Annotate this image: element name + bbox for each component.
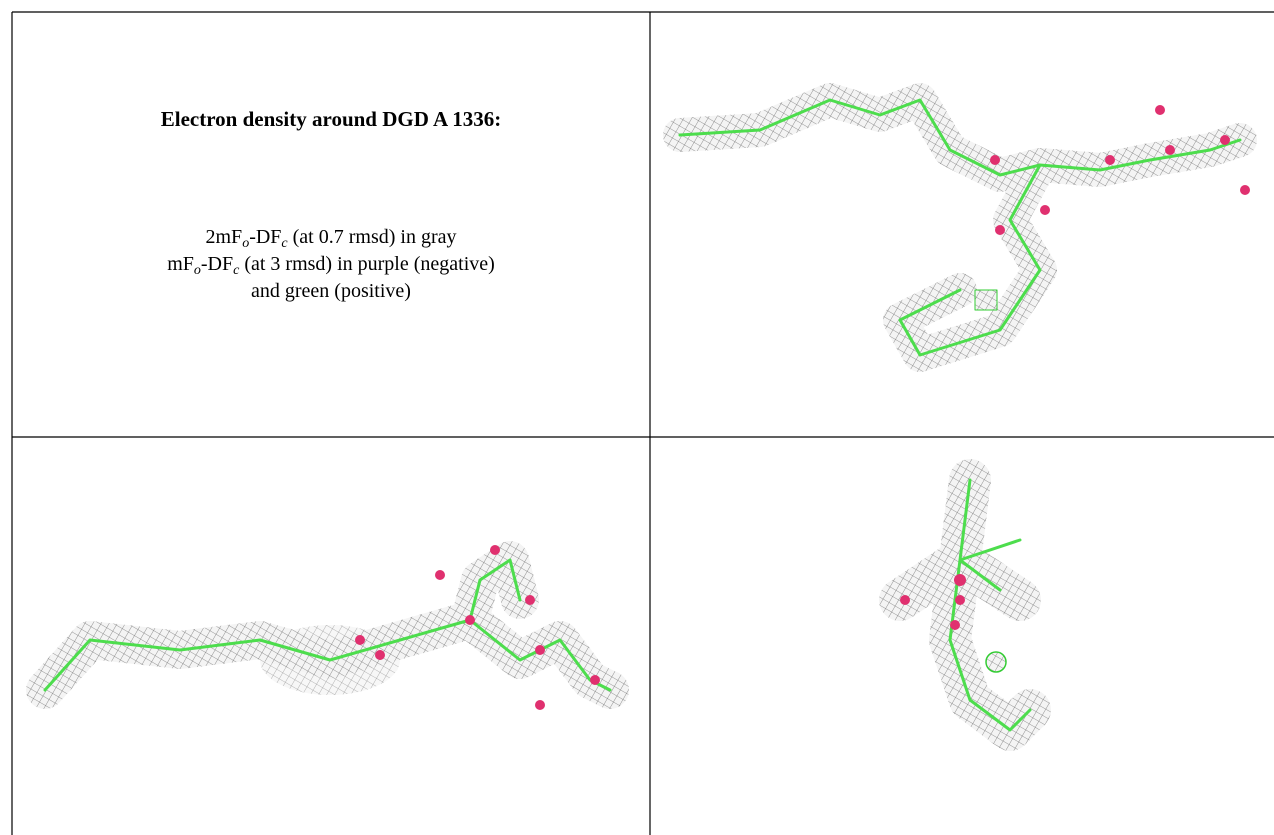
caption-text: -DF — [249, 226, 281, 248]
caption-text: 2mF — [206, 226, 243, 248]
caption-text: (at 3 rmsd) in purple (negative) — [239, 253, 494, 275]
subscript: o — [194, 263, 201, 278]
caption-text: and green (positive) — [251, 280, 411, 302]
density-view-1 — [680, 100, 1250, 355]
caption-text: mF — [167, 253, 194, 275]
caption-line: and green (positive) — [12, 278, 650, 305]
heading: Electron density around DGD A 1336: — [12, 107, 650, 132]
density-view-2 — [45, 545, 610, 710]
caption-line: 2mFo-DFc (at 0.7 rmsd) in gray — [12, 224, 650, 251]
density-view-3 — [900, 480, 1030, 730]
page: Electron density around DGD A 1336: 2mFo… — [0, 0, 1274, 835]
caption-line: mFo-DFc (at 3 rmsd) in purple (negative) — [12, 251, 650, 278]
caption-text: -DF — [201, 253, 233, 275]
caption-text: (at 0.7 rmsd) in gray — [288, 226, 457, 248]
legend-cell: Electron density around DGD A 1336: 2mFo… — [12, 12, 650, 437]
